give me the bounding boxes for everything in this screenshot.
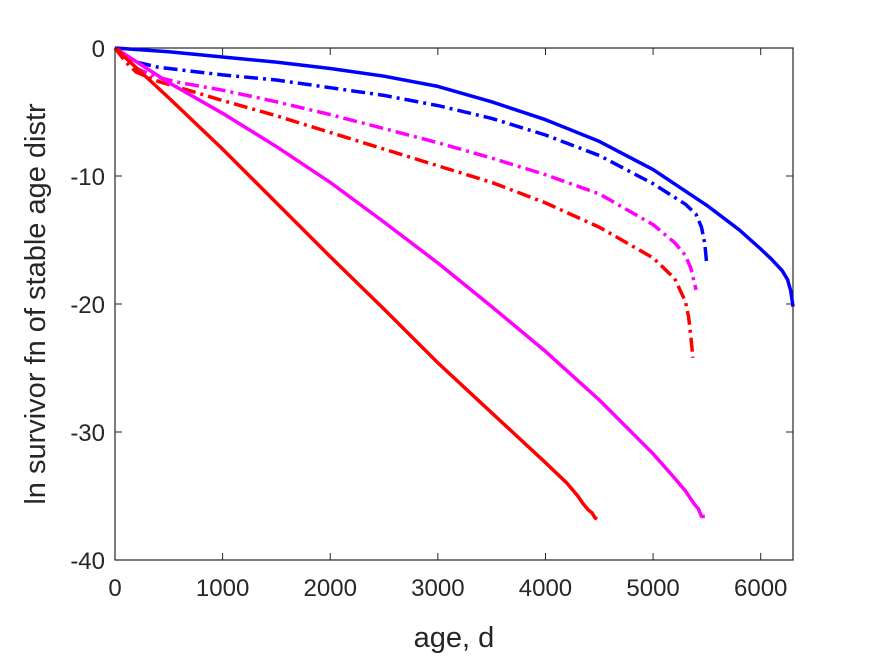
ticks-layer: 0 1000 2000 3000 4000 5000 6000 0 -10 -20 -30 -40 [70, 36, 793, 602]
x-tick-label: 3000 [411, 575, 464, 602]
series-line-6 [113, 46, 598, 521]
y-tick-label: -20 [70, 292, 105, 319]
axes-box [114, 47, 794, 561]
series-layer [113, 46, 795, 521]
y-tick-label: -40 [70, 548, 105, 575]
x-tick-label: 5000 [626, 575, 679, 602]
y-tick-label: -10 [70, 164, 105, 191]
series-line-1 [114, 46, 795, 307]
x-tick-label: 4000 [519, 575, 572, 602]
x-tick-label: 6000 [734, 575, 787, 602]
x-axis-label: age, d [414, 622, 495, 654]
y-axis-label: ln survivor fn of stable age distr [20, 103, 52, 505]
x-tick-label: 0 [108, 575, 121, 602]
series-line-2 [113, 46, 709, 266]
x-tick-label: 2000 [304, 575, 357, 602]
y-tick-label: 0 [92, 36, 105, 63]
x-tick-label: 1000 [196, 575, 249, 602]
series-line-5 [114, 46, 705, 519]
series-line-3 [113, 46, 698, 291]
y-tick-label: -30 [70, 420, 105, 447]
series-line-4 [113, 46, 695, 358]
